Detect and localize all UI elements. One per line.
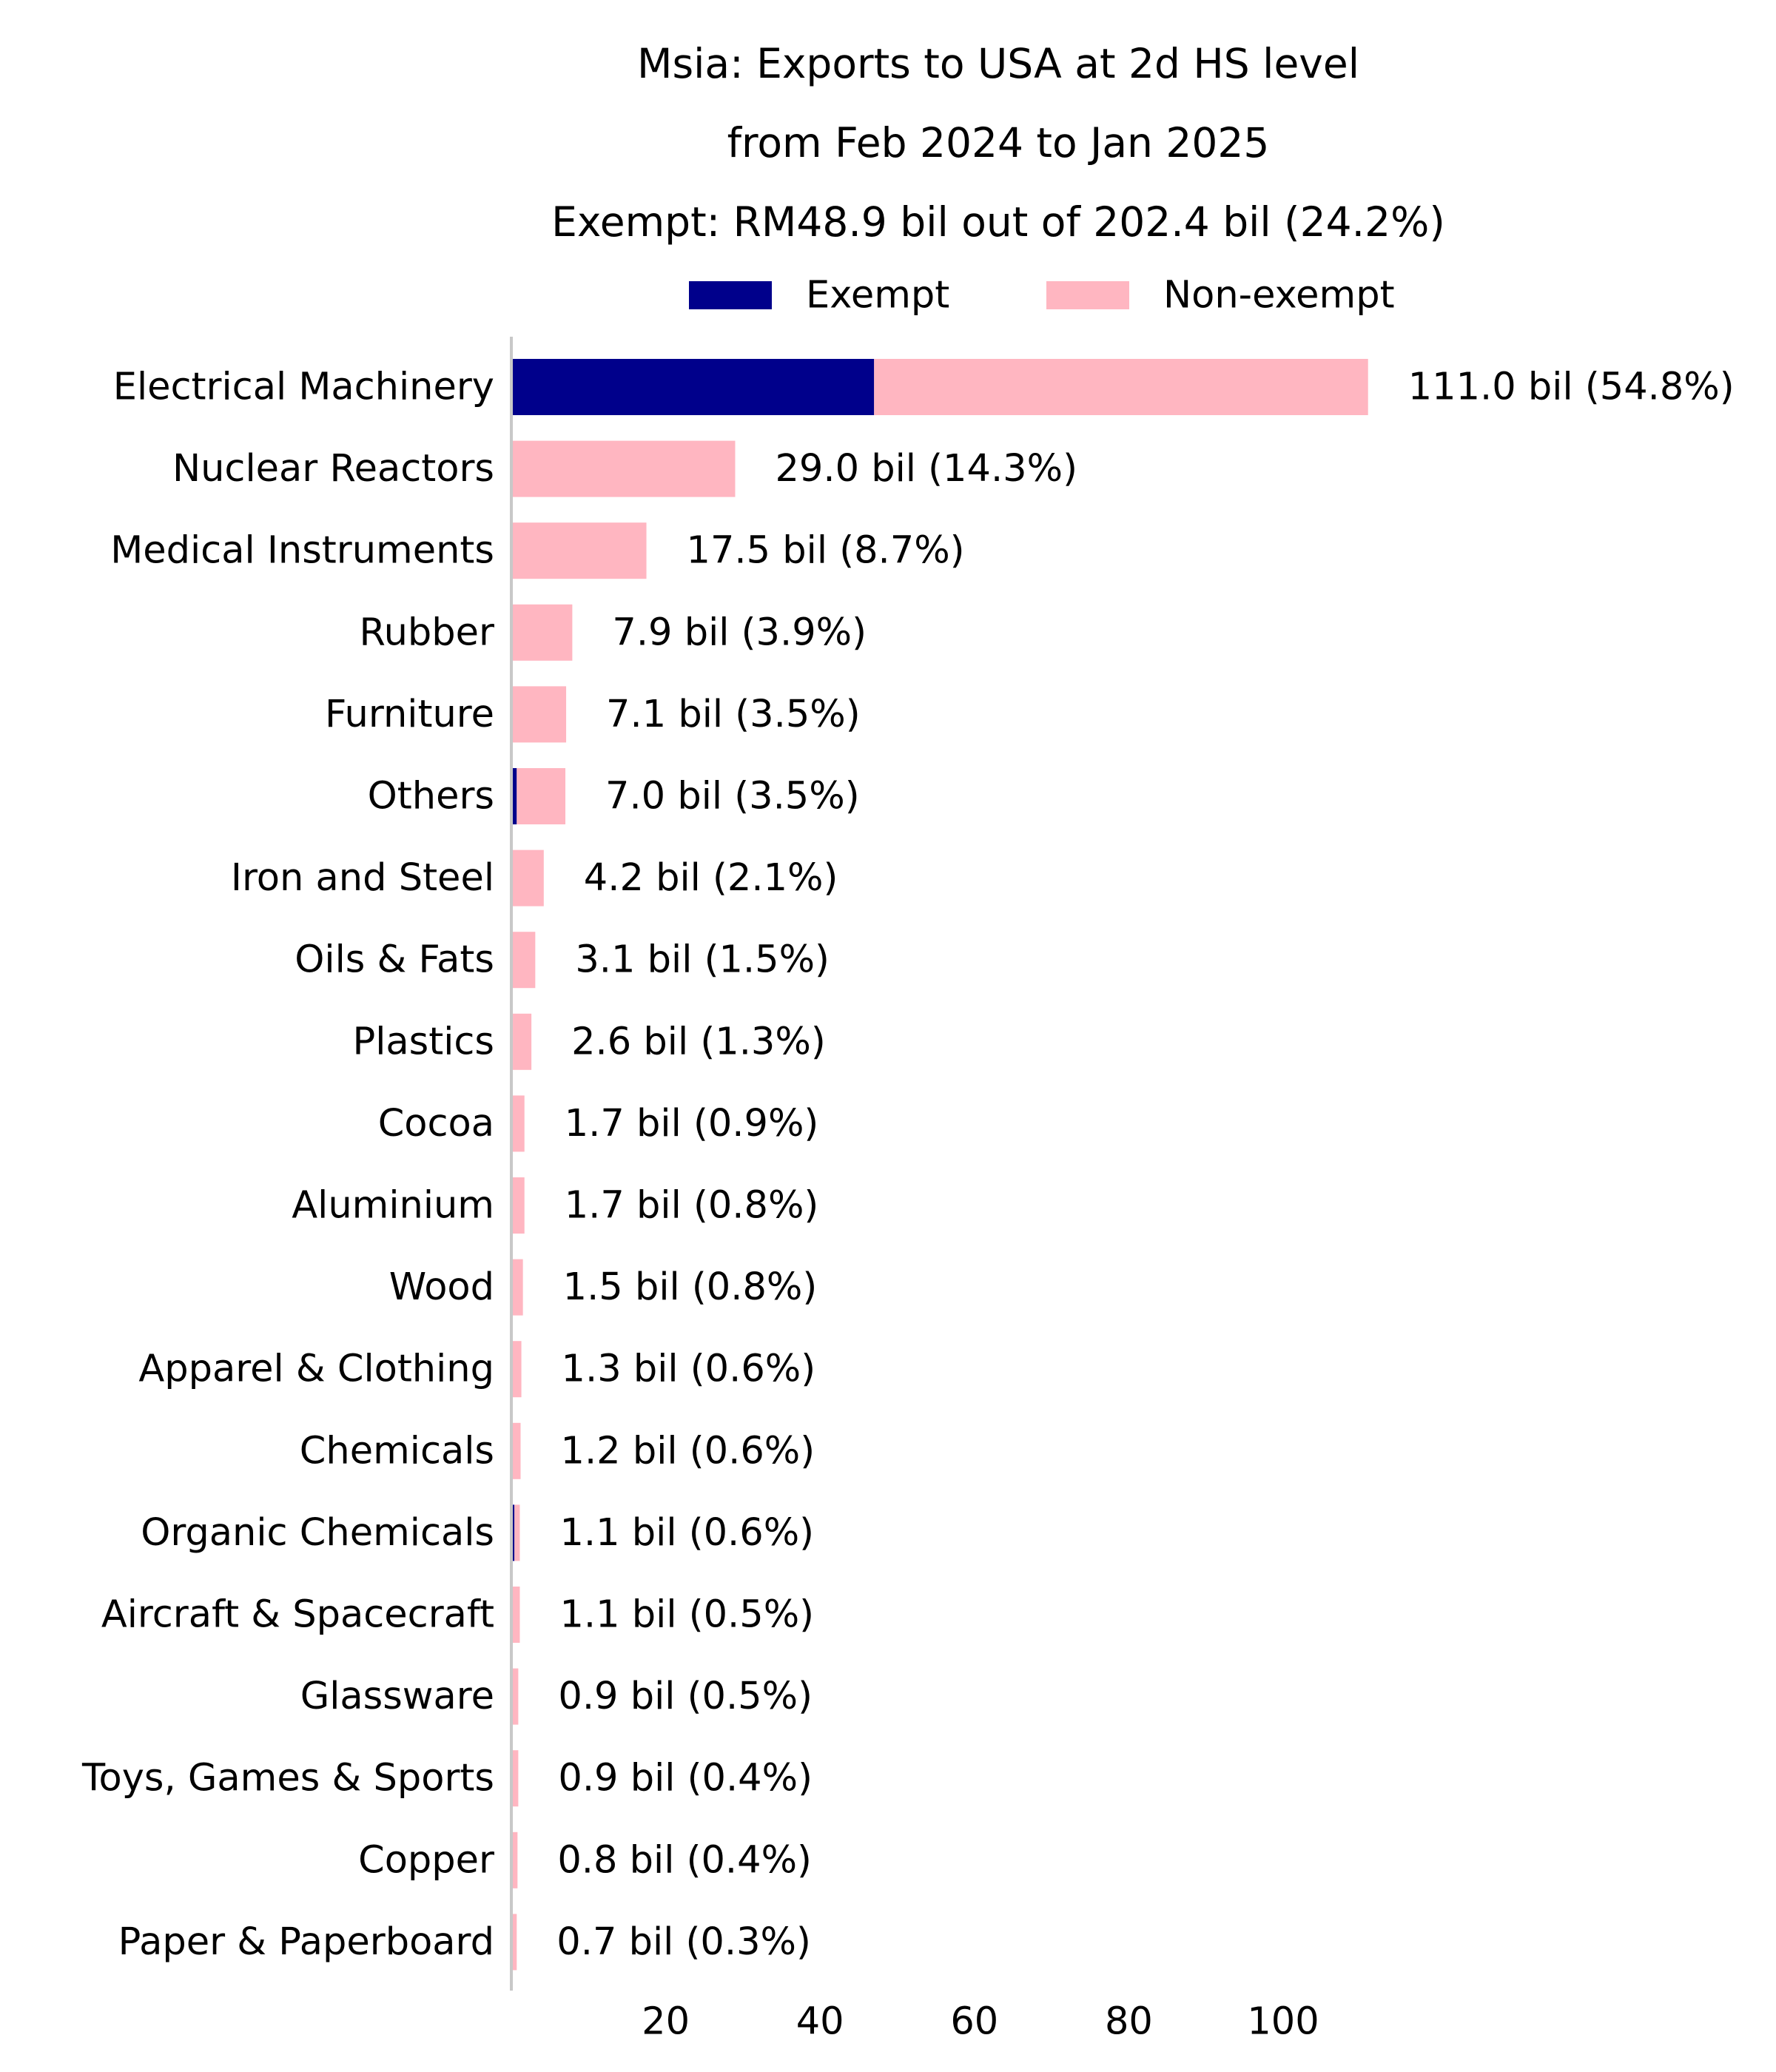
data-label: 0.9 bil (0.4%) xyxy=(558,1757,813,1800)
data-label: 1.1 bil (0.6%) xyxy=(559,1511,814,1555)
bar-non-exempt xyxy=(511,522,647,579)
category-label: Plastics xyxy=(352,1020,494,1063)
data-label: 7.9 bil (3.9%) xyxy=(612,610,867,654)
bar-non-exempt xyxy=(511,686,567,743)
category-label: Nuclear Reactors xyxy=(172,447,494,491)
category-label: Medical Instruments xyxy=(110,529,494,573)
x-tick-label: 40 xyxy=(796,2000,844,2044)
data-label: 111.0 bil (54.8%) xyxy=(1408,366,1735,409)
data-label: 1.3 bil (0.6%) xyxy=(562,1348,816,1391)
x-tick-label: 80 xyxy=(1105,2000,1153,2044)
category-label: Others xyxy=(368,775,494,818)
bar-non-exempt xyxy=(511,1259,523,1316)
bar-non-exempt xyxy=(511,1095,525,1152)
x-tick-label: 100 xyxy=(1247,2000,1319,2044)
data-label: 0.7 bil (0.3%) xyxy=(556,1920,811,1964)
category-label: Glassware xyxy=(300,1675,494,1718)
data-label: 4.2 bil (2.1%) xyxy=(584,856,838,900)
bar-non-exempt xyxy=(511,1832,518,1888)
x-tick-label: 60 xyxy=(950,2000,998,2044)
category-label: Chemicals xyxy=(300,1429,494,1473)
category-label: Copper xyxy=(358,1838,494,1882)
bar-non-exempt xyxy=(511,1914,517,1971)
data-label: 29.0 bil (14.3%) xyxy=(775,447,1077,491)
category-label: Apparel & Clothing xyxy=(138,1348,494,1391)
data-label: 1.7 bil (0.9%) xyxy=(565,1102,819,1146)
bar-non-exempt xyxy=(511,1587,520,1643)
category-label: Organic Chemicals xyxy=(141,1511,494,1555)
data-label: 0.8 bil (0.4%) xyxy=(557,1838,812,1882)
chart-title: Msia: Exports to USA at 2d HS level from … xyxy=(551,40,1445,246)
chart-title-line-2: from Feb 2024 to Jan 2025 xyxy=(727,119,1270,166)
category-label: Cocoa xyxy=(378,1102,494,1146)
chart-title-line-3: Exempt: RM48.9 bil out of 202.4 bil (24.… xyxy=(551,198,1445,246)
x-axis: 20 40 60 80 100 xyxy=(510,337,1319,2044)
bar-non-exempt xyxy=(511,440,736,497)
data-label: 0.9 bil (0.5%) xyxy=(558,1675,813,1718)
category-label: Paper & Paperboard xyxy=(118,1920,494,1964)
bar-non-exempt xyxy=(511,1422,521,1479)
bar-non-exempt xyxy=(511,932,536,989)
bar-non-exempt xyxy=(874,359,1368,415)
bar-exempt xyxy=(511,359,875,415)
legend-swatch-non-exempt xyxy=(1046,281,1129,309)
category-label: Iron and Steel xyxy=(231,856,494,900)
chart-title-line-1: Msia: Exports to USA at 2d HS level xyxy=(637,40,1359,87)
data-label: 2.6 bil (1.3%) xyxy=(571,1020,826,1063)
data-label: 1.5 bil (0.8%) xyxy=(563,1265,818,1309)
category-label: Electrical Machinery xyxy=(113,366,494,409)
data-label: 1.2 bil (0.6%) xyxy=(561,1429,815,1473)
bar-non-exempt xyxy=(514,1504,520,1561)
bar-non-exempt xyxy=(513,1013,532,1070)
data-label: 3.1 bil (1.5%) xyxy=(575,938,830,982)
bar-non-exempt xyxy=(511,1177,525,1234)
category-label: Rubber xyxy=(359,610,494,654)
legend-label-exempt: Exempt xyxy=(806,274,949,317)
bar-non-exempt xyxy=(511,1750,519,1807)
bar-non-exempt xyxy=(511,604,573,661)
category-label: Wood xyxy=(389,1265,494,1309)
data-label: 1.7 bil (0.8%) xyxy=(565,1184,819,1228)
legend-label-non-exempt: Non-exempt xyxy=(1163,274,1395,317)
data-label: 7.0 bil (3.5%) xyxy=(605,775,860,818)
bar-non-exempt xyxy=(511,1668,519,1725)
category-label: Aluminium xyxy=(292,1184,494,1228)
x-tick-label: 20 xyxy=(642,2000,690,2044)
data-label: 17.5 bil (8.7%) xyxy=(687,529,965,573)
bar-exempt xyxy=(511,1504,515,1561)
plot-area: Electrical Machinery 111.0 bil (54.8%) Nuc… xyxy=(81,359,1735,1971)
legend-swatch-exempt xyxy=(689,281,772,309)
data-label: 7.1 bil (3.5%) xyxy=(606,693,861,736)
category-label: Aircraft & Spacecraft xyxy=(101,1593,494,1637)
bar-exempt xyxy=(511,768,517,824)
bar-non-exempt xyxy=(511,1341,522,1398)
category-label: Oils & Fats xyxy=(295,938,494,982)
category-label: Toys, Games & Sports xyxy=(81,1757,494,1800)
bar-non-exempt xyxy=(517,768,566,824)
legend: Exempt Non-exempt xyxy=(689,274,1395,317)
data-label: 1.1 bil (0.5%) xyxy=(559,1593,814,1637)
category-label: Furniture xyxy=(325,693,494,736)
bar-non-exempt xyxy=(511,850,544,906)
